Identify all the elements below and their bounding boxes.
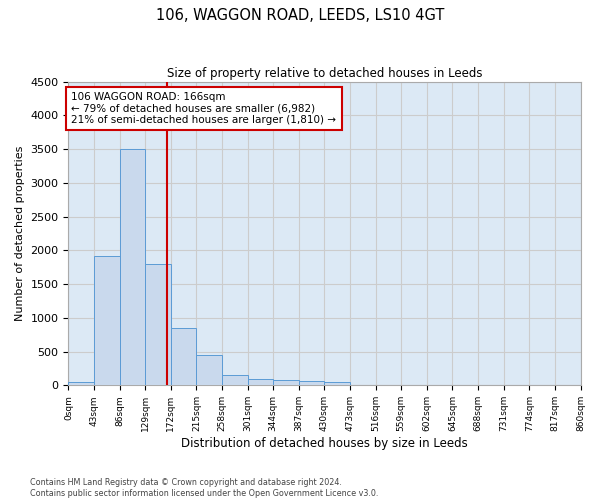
Bar — [273, 380, 299, 386]
Title: Size of property relative to detached houses in Leeds: Size of property relative to detached ho… — [167, 68, 482, 80]
Bar — [145, 264, 171, 386]
Bar — [196, 355, 222, 386]
Bar — [171, 328, 196, 386]
Bar — [325, 382, 350, 386]
X-axis label: Distribution of detached houses by size in Leeds: Distribution of detached houses by size … — [181, 437, 468, 450]
Text: 106 WAGGON ROAD: 166sqm
← 79% of detached houses are smaller (6,982)
21% of semi: 106 WAGGON ROAD: 166sqm ← 79% of detache… — [71, 92, 337, 125]
Bar — [299, 382, 325, 386]
Bar — [248, 378, 273, 386]
Text: 106, WAGGON ROAD, LEEDS, LS10 4GT: 106, WAGGON ROAD, LEEDS, LS10 4GT — [156, 8, 444, 22]
Bar — [119, 149, 145, 386]
Bar — [222, 374, 248, 386]
Text: Contains HM Land Registry data © Crown copyright and database right 2024.
Contai: Contains HM Land Registry data © Crown c… — [30, 478, 379, 498]
Y-axis label: Number of detached properties: Number of detached properties — [15, 146, 25, 321]
Bar — [68, 382, 94, 386]
Bar — [94, 256, 119, 386]
